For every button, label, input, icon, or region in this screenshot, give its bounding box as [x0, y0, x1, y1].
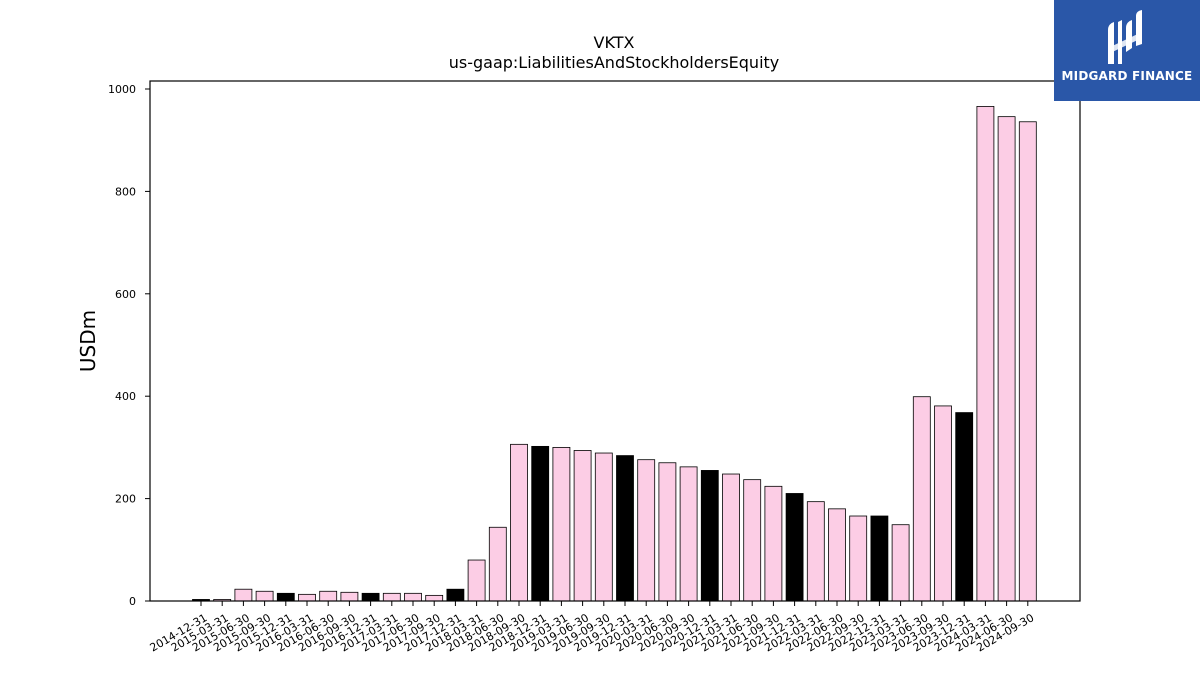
bar-2017-12-31 [446, 588, 465, 602]
bar-2015-06-30 [234, 588, 253, 602]
bar-2024-09-30 [1018, 121, 1037, 602]
bar-2019-12-31 [616, 455, 634, 602]
bar-2016-06-30 [319, 590, 338, 602]
midgard-logo-icon [1108, 10, 1142, 64]
bar-2018-12-31 [531, 445, 550, 602]
bar-2016-03-31 [298, 593, 316, 602]
y-tick-label: 400 [115, 390, 136, 403]
bar-2023-12-31 [955, 412, 974, 602]
bar-2019-09-30 [594, 452, 613, 602]
y-axis-label: USDm [76, 310, 100, 372]
bar-2020-06-30 [658, 462, 677, 602]
chart-title: VKTX [594, 33, 635, 52]
bar-2019-03-31 [552, 446, 571, 602]
bar-2017-06-30 [404, 592, 422, 602]
bar-2017-03-31 [382, 592, 401, 602]
bar-2016-09-30 [340, 591, 359, 602]
bar-2021-12-31 [785, 493, 804, 602]
bar-2021-06-30 [743, 479, 762, 602]
bar-2020-09-30 [679, 466, 698, 602]
chart-subtitle: us-gaap:LiabilitiesAndStockholdersEquity [449, 53, 780, 72]
bar-2023-06-30 [912, 396, 931, 602]
bar-2019-06-30 [573, 450, 592, 602]
bar-2021-09-30 [764, 485, 783, 602]
bar-2023-03-31 [891, 524, 910, 602]
bar-2022-06-30 [828, 508, 846, 602]
bar-2017-09-30 [425, 594, 444, 602]
bar-2024-03-31 [976, 106, 995, 602]
bar-2022-12-31 [870, 515, 889, 602]
y-tick-label: 800 [115, 185, 136, 198]
bar-2018-06-30 [488, 526, 507, 602]
bar-2015-09-30 [255, 590, 274, 602]
y-tick-label: 0 [129, 595, 136, 608]
bar-2016-12-31 [361, 592, 380, 602]
bar-2023-09-30 [934, 405, 952, 602]
bar-2022-03-31 [806, 501, 825, 602]
bar-2020-12-31 [700, 470, 719, 602]
bar-2020-03-31 [637, 459, 656, 602]
bar-2024-06-30 [997, 116, 1016, 602]
brand-logo: MIDGARD FINANCE [1054, 0, 1200, 101]
x-axis-ticks: 2014-12-312015-03-312015-06-302015-09-30… [148, 601, 1036, 654]
bars-group [192, 106, 1037, 602]
y-tick-label: 1000 [108, 83, 136, 96]
bar-2018-03-31 [467, 559, 486, 602]
bar-2015-12-31 [276, 592, 295, 602]
bar-2022-09-30 [849, 515, 868, 602]
y-tick-label: 600 [115, 288, 136, 301]
y-tick-label: 200 [115, 493, 136, 506]
bar-2018-09-30 [510, 443, 528, 602]
plot-frame [149, 80, 1081, 602]
brand-name: MIDGARD FINANCE [1061, 69, 1193, 83]
bar-2021-03-31 [722, 473, 740, 602]
y-axis-ticks: 0 200 400 600 800 1000 [108, 83, 150, 608]
